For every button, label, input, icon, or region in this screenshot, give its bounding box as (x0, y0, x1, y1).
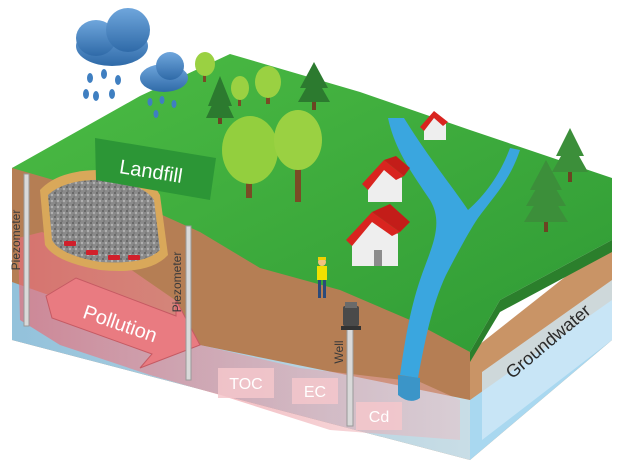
tree-icon (255, 66, 281, 104)
tree-icon (231, 76, 249, 106)
landfill-pit (40, 169, 168, 271)
house-icon (346, 204, 410, 266)
grass-surface (12, 54, 612, 352)
piezometer-right: Piezometer (170, 225, 192, 381)
pollution-arrow: Pollution (45, 277, 201, 369)
tree-icon (195, 52, 215, 82)
well: Well (332, 302, 361, 427)
pine-tree-icon (552, 128, 588, 182)
piezometer-left-label: Piezometer (9, 210, 23, 271)
river (388, 118, 520, 378)
param-toc: TOC (218, 368, 274, 398)
param-ec: EC (292, 378, 338, 404)
pine-tree-icon (206, 76, 234, 124)
worker-icon (317, 257, 327, 298)
rain-cloud-icon (140, 52, 188, 118)
well-label: Well (332, 340, 346, 363)
piezometer-left: Piezometer (9, 173, 30, 327)
house-icon (362, 156, 410, 202)
leachate-pipes (64, 241, 140, 260)
param-cd: Cd (356, 402, 402, 430)
pine-tree-icon (524, 160, 568, 232)
ec-label: EC (304, 384, 326, 401)
rain-cloud-icon (76, 8, 150, 101)
piezometer-right-label: Piezometer (170, 252, 184, 313)
house-icon (420, 111, 448, 140)
pine-tree-icon (298, 62, 330, 110)
tree-icon (222, 116, 278, 198)
well-pump-icon (341, 302, 361, 330)
toc-label: TOC (229, 376, 262, 393)
tree-icon (274, 110, 322, 202)
cd-label: Cd (369, 409, 389, 426)
landfill-label-box: Landfill (95, 138, 216, 200)
river-side (398, 375, 420, 401)
grass-edge (470, 240, 612, 362)
